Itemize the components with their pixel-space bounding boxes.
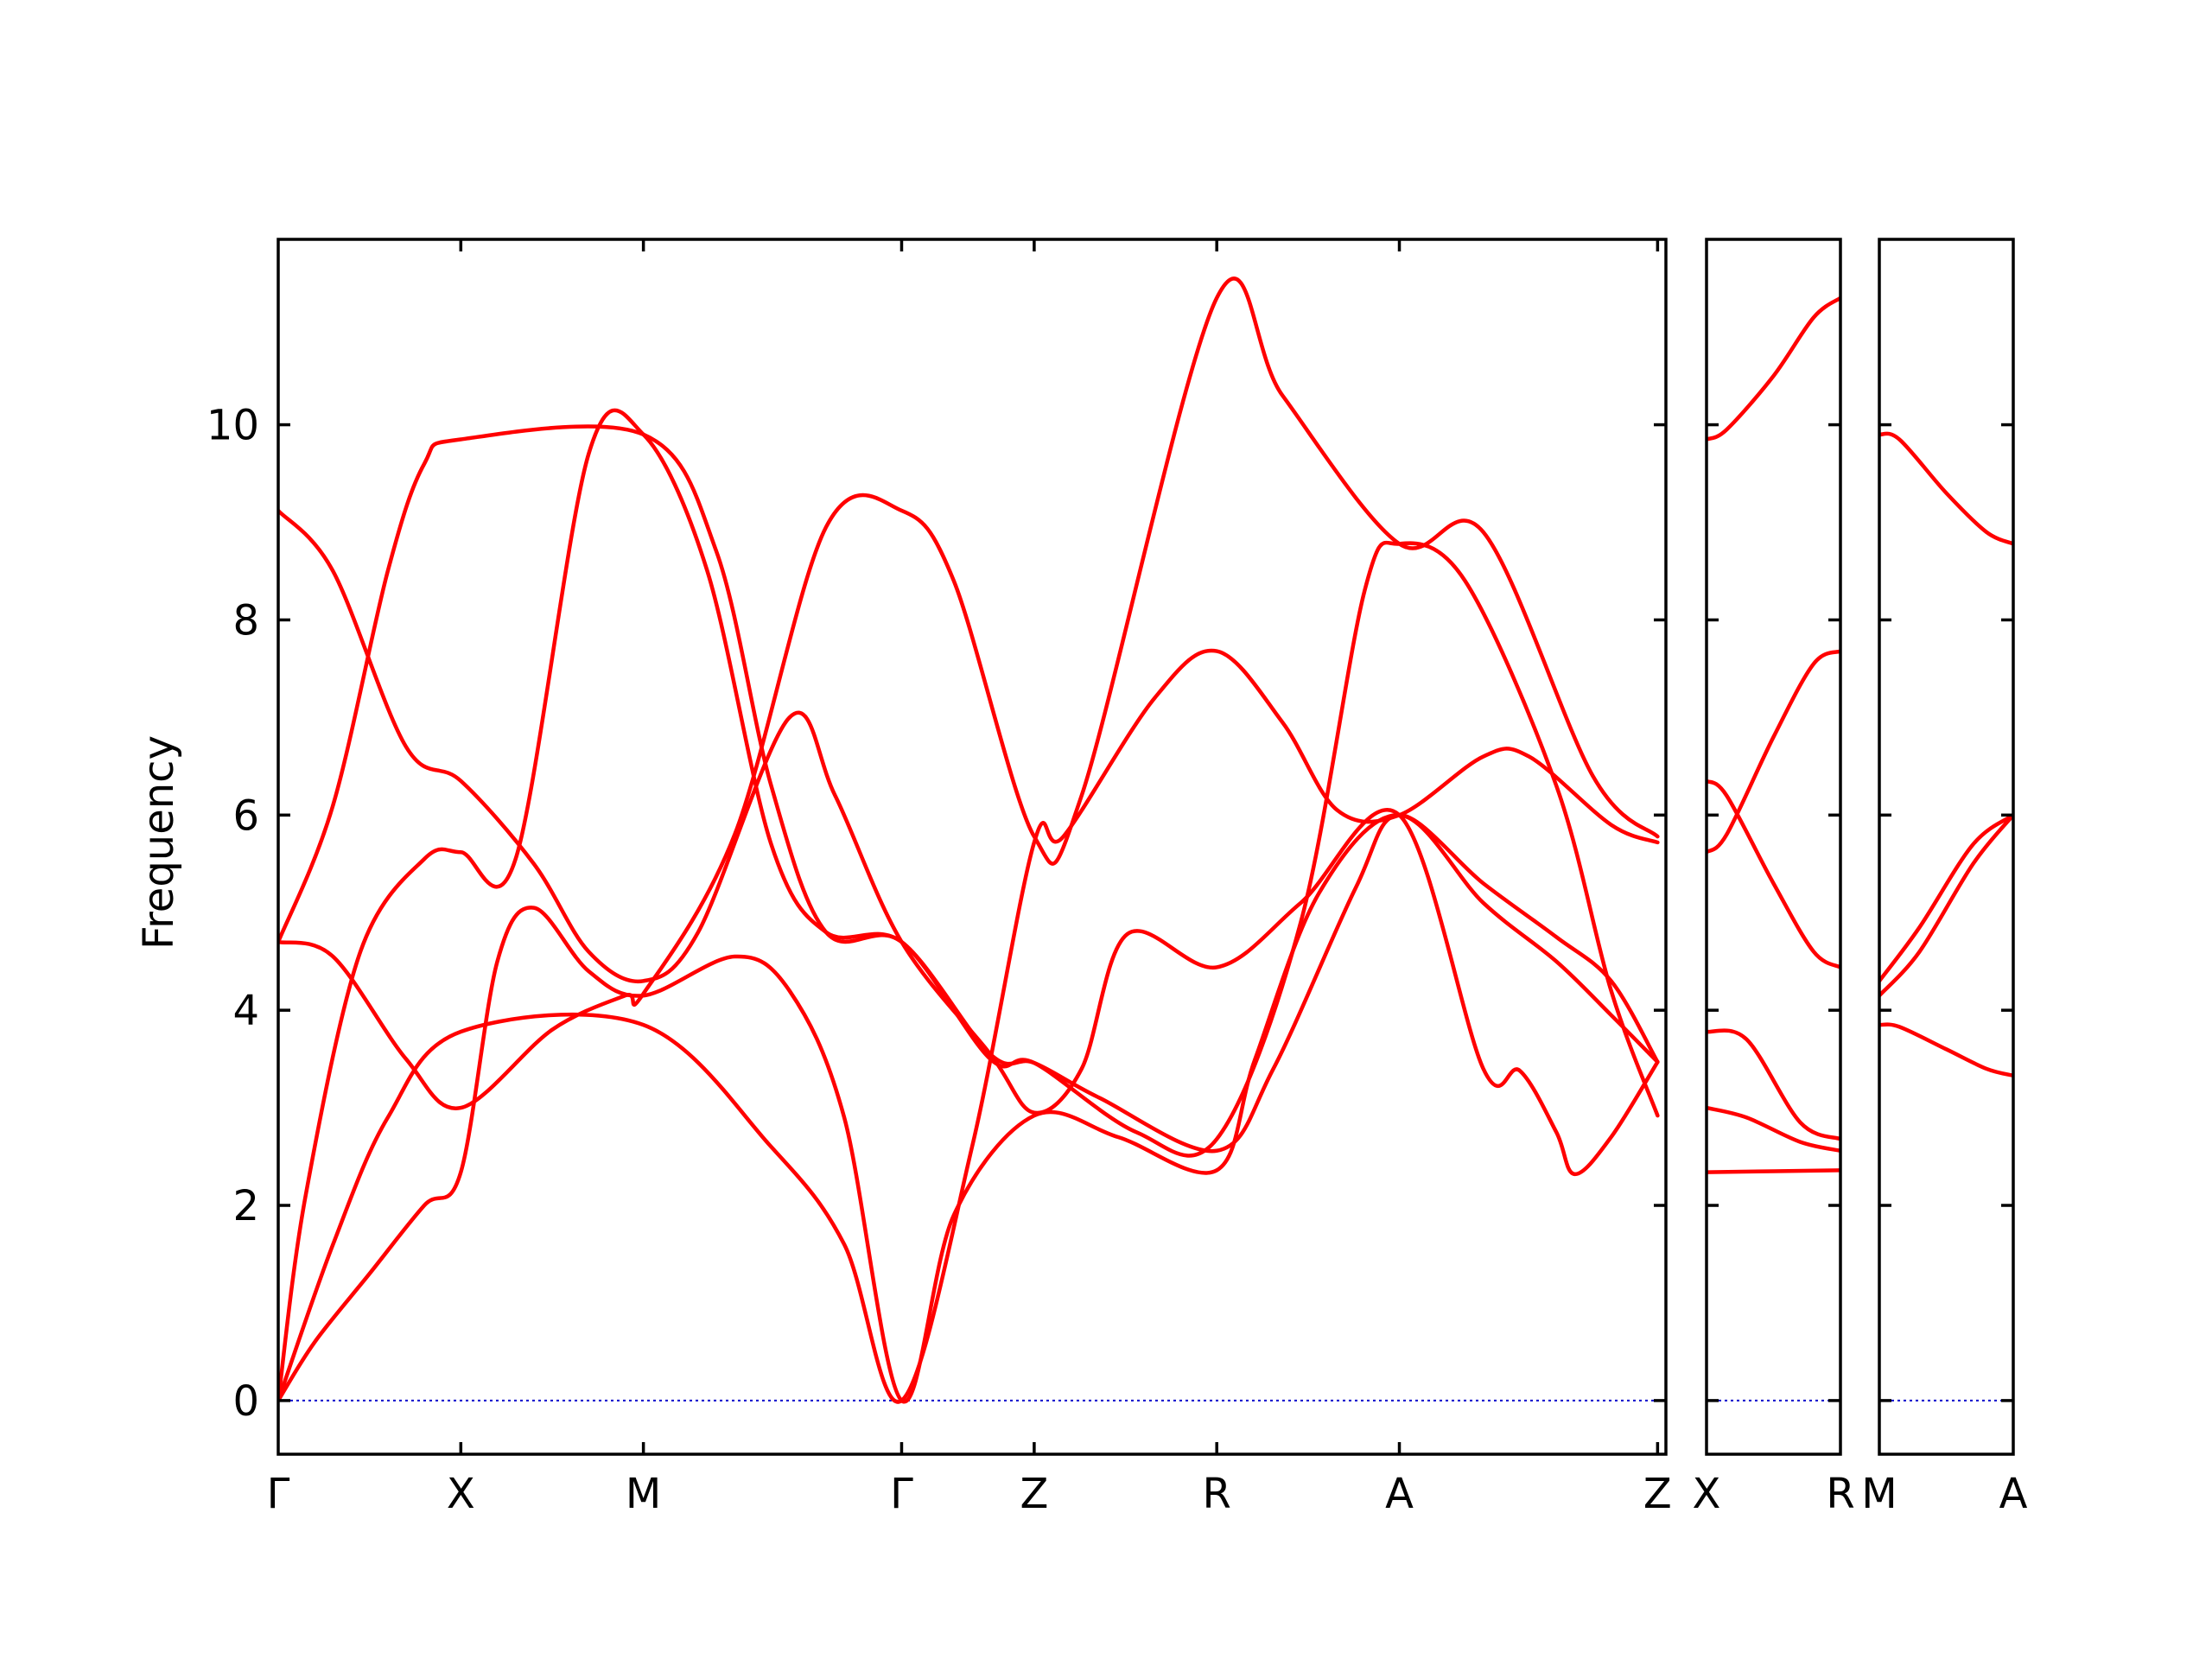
band-4-line: [1707, 649, 1840, 855]
y-tick-label: 4: [232, 987, 259, 1035]
x-tick-label: A: [1999, 1470, 2028, 1518]
band-1-line: [278, 813, 1660, 1404]
band-6-line: [1707, 296, 1840, 442]
band-3-line: [1707, 1028, 1840, 1141]
band-3-line: [1879, 813, 2013, 983]
band-4-line: [278, 276, 1660, 1110]
y-axis-label: Frequency: [135, 735, 183, 950]
x-tick-label: R: [1826, 1470, 1854, 1518]
y-tick-label: 6: [232, 791, 259, 840]
band-2-line: [1879, 813, 2013, 998]
panel-frame: [276, 238, 1668, 1456]
band-group: [1707, 296, 1840, 1174]
panel-frame: [1705, 238, 1842, 1456]
x-tick-label: X: [447, 1470, 475, 1518]
x-tick-label: A: [1385, 1470, 1414, 1518]
x-tick-label: X: [1693, 1470, 1721, 1518]
x-tick-label: Γ: [890, 1470, 913, 1518]
band-3-line: [278, 408, 1660, 1403]
y-tick-label: 10: [207, 402, 259, 450]
panel-frame: [1878, 238, 2015, 1456]
y-tick-label: 2: [232, 1182, 259, 1230]
y-tick-label: 0: [232, 1377, 259, 1426]
x-tick-label: Z: [1643, 1470, 1672, 1518]
band-5-line: [1707, 779, 1840, 969]
x-tick-label: R: [1203, 1470, 1231, 1518]
band-4-line: [1879, 431, 2013, 546]
panel-1: 0 2 4 6 8 10 Γ X M Γ Z R A Z: [207, 238, 1672, 1518]
band-6-line: [278, 508, 1660, 1177]
x-tick-label: M: [1861, 1470, 1897, 1518]
band-group: [278, 276, 1660, 1404]
band-1-line: [1707, 1168, 1840, 1174]
x-tick-label: Z: [1020, 1470, 1048, 1518]
band-2-line: [1707, 1105, 1840, 1154]
band-group: [1879, 431, 2013, 1078]
y-tick-label: 8: [232, 596, 259, 645]
band-1-line: [1879, 1022, 2013, 1078]
band-5-line: [278, 424, 1660, 1158]
x-tick-label: Γ: [267, 1470, 290, 1518]
x-tick-label: M: [626, 1470, 661, 1518]
